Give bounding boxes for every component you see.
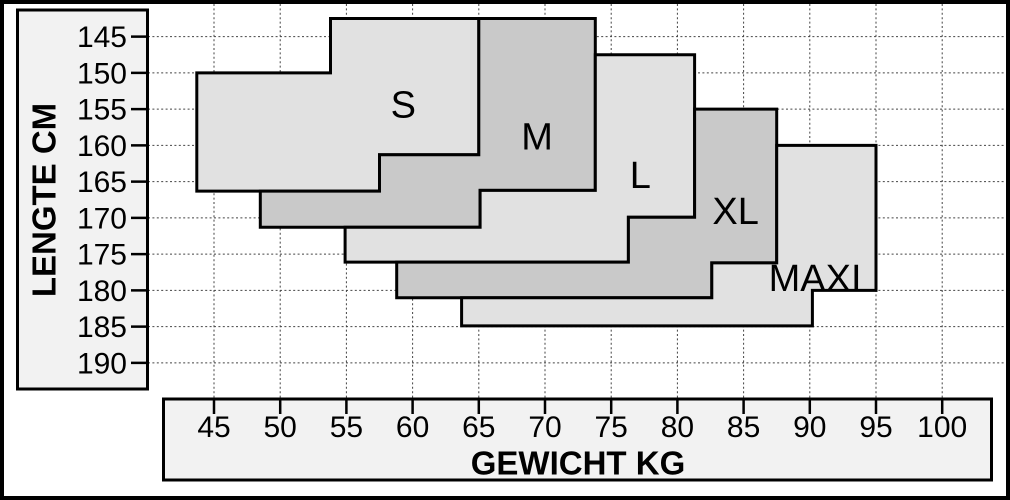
size-regions: S M L XL MAXI xyxy=(195,17,878,328)
y-tick-label-155: 155 xyxy=(77,94,127,127)
y-tick-label-170: 170 xyxy=(77,202,127,235)
x-tick-label-70: 70 xyxy=(528,411,561,444)
region-MAXI xyxy=(460,143,878,328)
y-tick-label-150: 150 xyxy=(77,57,127,90)
y-tick-label-190: 190 xyxy=(77,347,127,380)
y-tick-label-185: 185 xyxy=(77,311,127,344)
region-label-XL: XL xyxy=(712,191,758,233)
x-tick-label-85: 85 xyxy=(727,411,760,444)
region-label-S: S xyxy=(391,85,416,127)
x-tick-label-60: 60 xyxy=(396,411,429,444)
x-tick-label-55: 55 xyxy=(330,411,363,444)
x-tick-label-80: 80 xyxy=(661,411,694,444)
y-tick-label-165: 165 xyxy=(77,166,127,199)
x-tick-label-90: 90 xyxy=(793,411,826,444)
region-label-M: M xyxy=(521,116,553,158)
y-tick-label-175: 175 xyxy=(77,239,127,272)
y-tick-label-160: 160 xyxy=(77,130,127,163)
x-axis-ticks: 45 50 55 60 65 70 75 80 85 90 95 100 xyxy=(197,399,967,444)
x-tick-label-75: 75 xyxy=(595,411,628,444)
y-axis-title: LENGTE CM xyxy=(26,103,63,297)
y-tick-label-180: 180 xyxy=(77,275,127,308)
y-tick-label-145: 145 xyxy=(77,21,127,54)
x-axis-title: GEWICHT KG xyxy=(471,445,685,482)
x-tick-label-45: 45 xyxy=(197,411,230,444)
x-axis-box xyxy=(162,397,993,482)
x-tick-label-65: 65 xyxy=(462,411,495,444)
x-tick-label-95: 95 xyxy=(859,411,892,444)
x-tick-label-50: 50 xyxy=(264,411,297,444)
x-tick-label-100: 100 xyxy=(917,411,967,444)
region-label-MAXI: MAXI xyxy=(769,258,862,300)
region-label-L: L xyxy=(630,155,651,197)
y-axis-box xyxy=(16,8,149,391)
